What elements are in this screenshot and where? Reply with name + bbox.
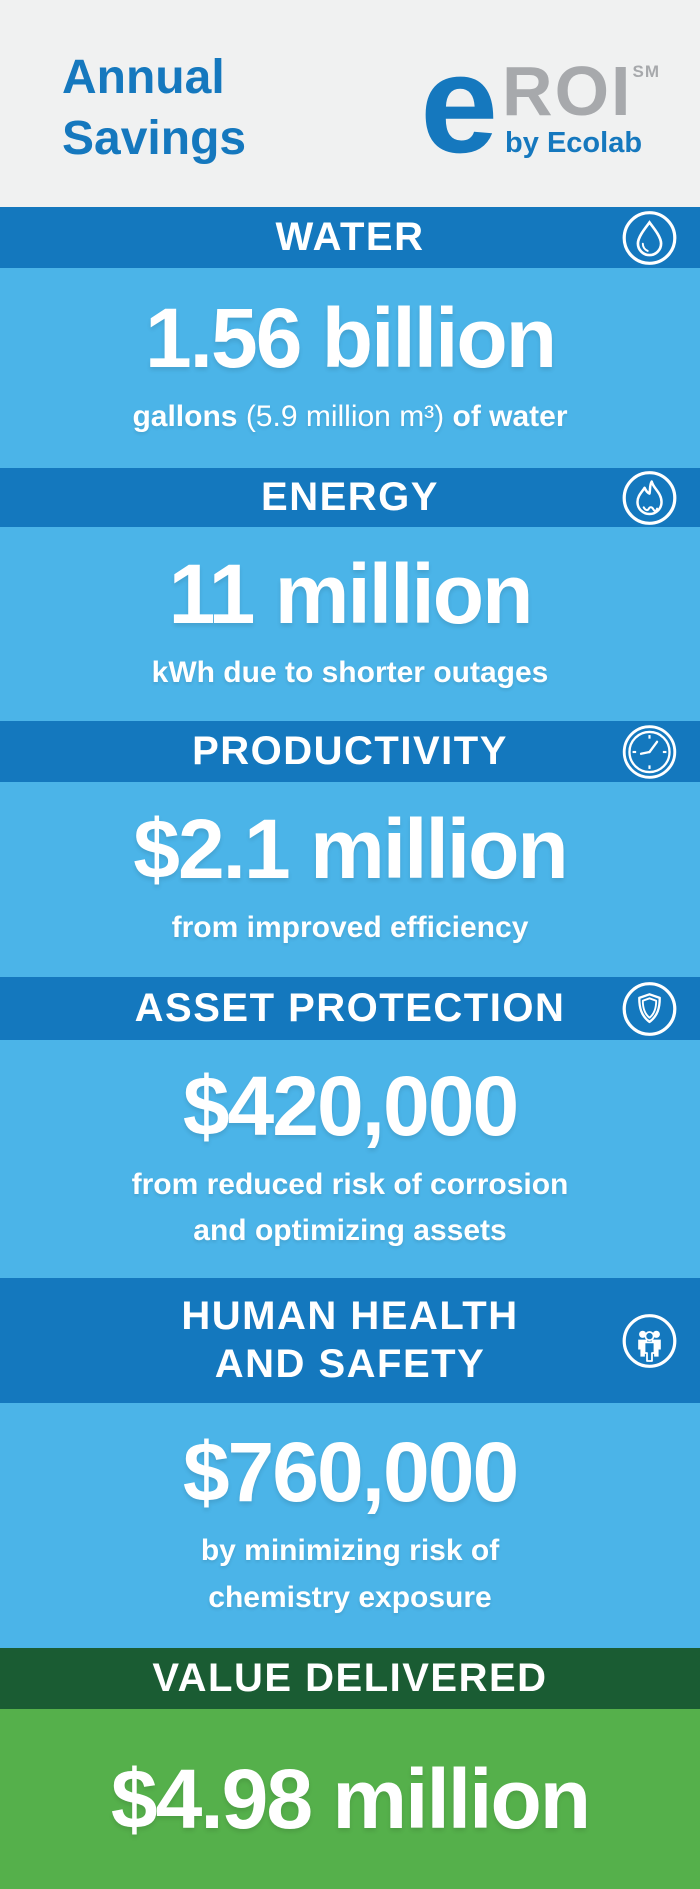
section-title-human-health-safety: HUMAN HEALTH AND SAFETY [181,1293,518,1387]
section-panel-human-health-safety: $760,000 by minimizing risk of chemistry… [0,1403,700,1648]
section-panel-value-delivered: $4.98 million [0,1709,700,1889]
page-title: Annual Savings [62,48,246,170]
eroi-logo: e ROI SM by Ecolab [420,25,660,182]
asset-protection-detail-line1: from reduced risk of corrosion [131,1167,569,1201]
header: Annual Savings e ROI SM by Ecolab [0,0,700,207]
water-detail-regular: (5.9 million m³) [245,399,453,433]
human-health-detail-line1: by minimizing risk of [200,1534,500,1567]
asset-protection-detail: from reduced risk of corrosion and optim… [132,1162,569,1255]
section-bar-energy: ENERGY [0,468,700,527]
eroi-logo-e: e [420,25,499,182]
section-title-productivity: PRODUCTIVITY [192,728,508,773]
energy-detail: kWh due to shorter outages [151,655,549,689]
page-title-line2: Savings [62,111,247,165]
section-title-energy: ENERGY [261,474,439,519]
value-delivered-amount: $4.98 million [110,1752,591,1846]
water-detail-bold-suffix: of water [452,399,568,433]
section-panel-asset-protection: $420,000 from reduced risk of corrosion … [0,1040,700,1278]
eroi-logo-roi: ROI [502,52,633,130]
section-panel-water: 1.56 billion gallons (5.9 million m³) of… [0,268,700,468]
human-health-detail: by minimizing risk of chemistry exposure [201,1528,499,1621]
eroi-logo-roi-row: ROI SM [502,56,660,126]
energy-amount: 11 million [168,546,534,641]
water-detail-bold-prefix: gallons [132,399,246,433]
water-detail: gallons (5.9 million m³) of water [132,394,567,441]
people-icon [621,1312,678,1369]
section-bar-human-health-safety: HUMAN HEALTH AND SAFETY [0,1278,700,1403]
productivity-amount: $2.1 million [133,802,568,897]
section-bar-productivity: PRODUCTIVITY [0,721,700,782]
section-title-value-delivered: VALUE DELIVERED [152,1655,548,1700]
clock-icon [621,723,678,780]
water-amount: 1.56 billion [144,290,557,385]
section-panel-productivity: $2.1 million from improved efficiency [0,782,700,977]
section-title-asset-protection: ASSET PROTECTION [134,985,566,1030]
section-bar-value-delivered: VALUE DELIVERED [0,1648,700,1709]
human-health-detail-line2: chemistry exposure [208,1580,492,1614]
human-health-title-line1: HUMAN HEALTH [181,1294,519,1339]
asset-protection-detail-line2: and optimizing assets [193,1214,507,1247]
section-bar-water: WATER [0,207,700,268]
section-title-water: WATER [275,214,425,259]
eroi-logo-right: ROI SM by Ecolab [502,56,660,160]
shield-icon [621,980,678,1037]
asset-protection-amount: $420,000 [182,1058,519,1153]
eroi-logo-byline: by Ecolab [505,127,643,159]
flame-icon [621,469,678,526]
human-health-amount: $760,000 [182,1425,519,1519]
section-bar-asset-protection: ASSET PROTECTION [0,977,700,1040]
productivity-detail: from improved efficiency [171,911,529,945]
page-title-line1: Annual [62,51,225,104]
human-health-title-line2: AND SAFETY [214,1341,486,1386]
water-drop-icon [621,209,678,266]
eroi-logo-sm: SM [632,62,660,81]
section-panel-energy: 11 million kWh due to shorter outages [0,527,700,721]
